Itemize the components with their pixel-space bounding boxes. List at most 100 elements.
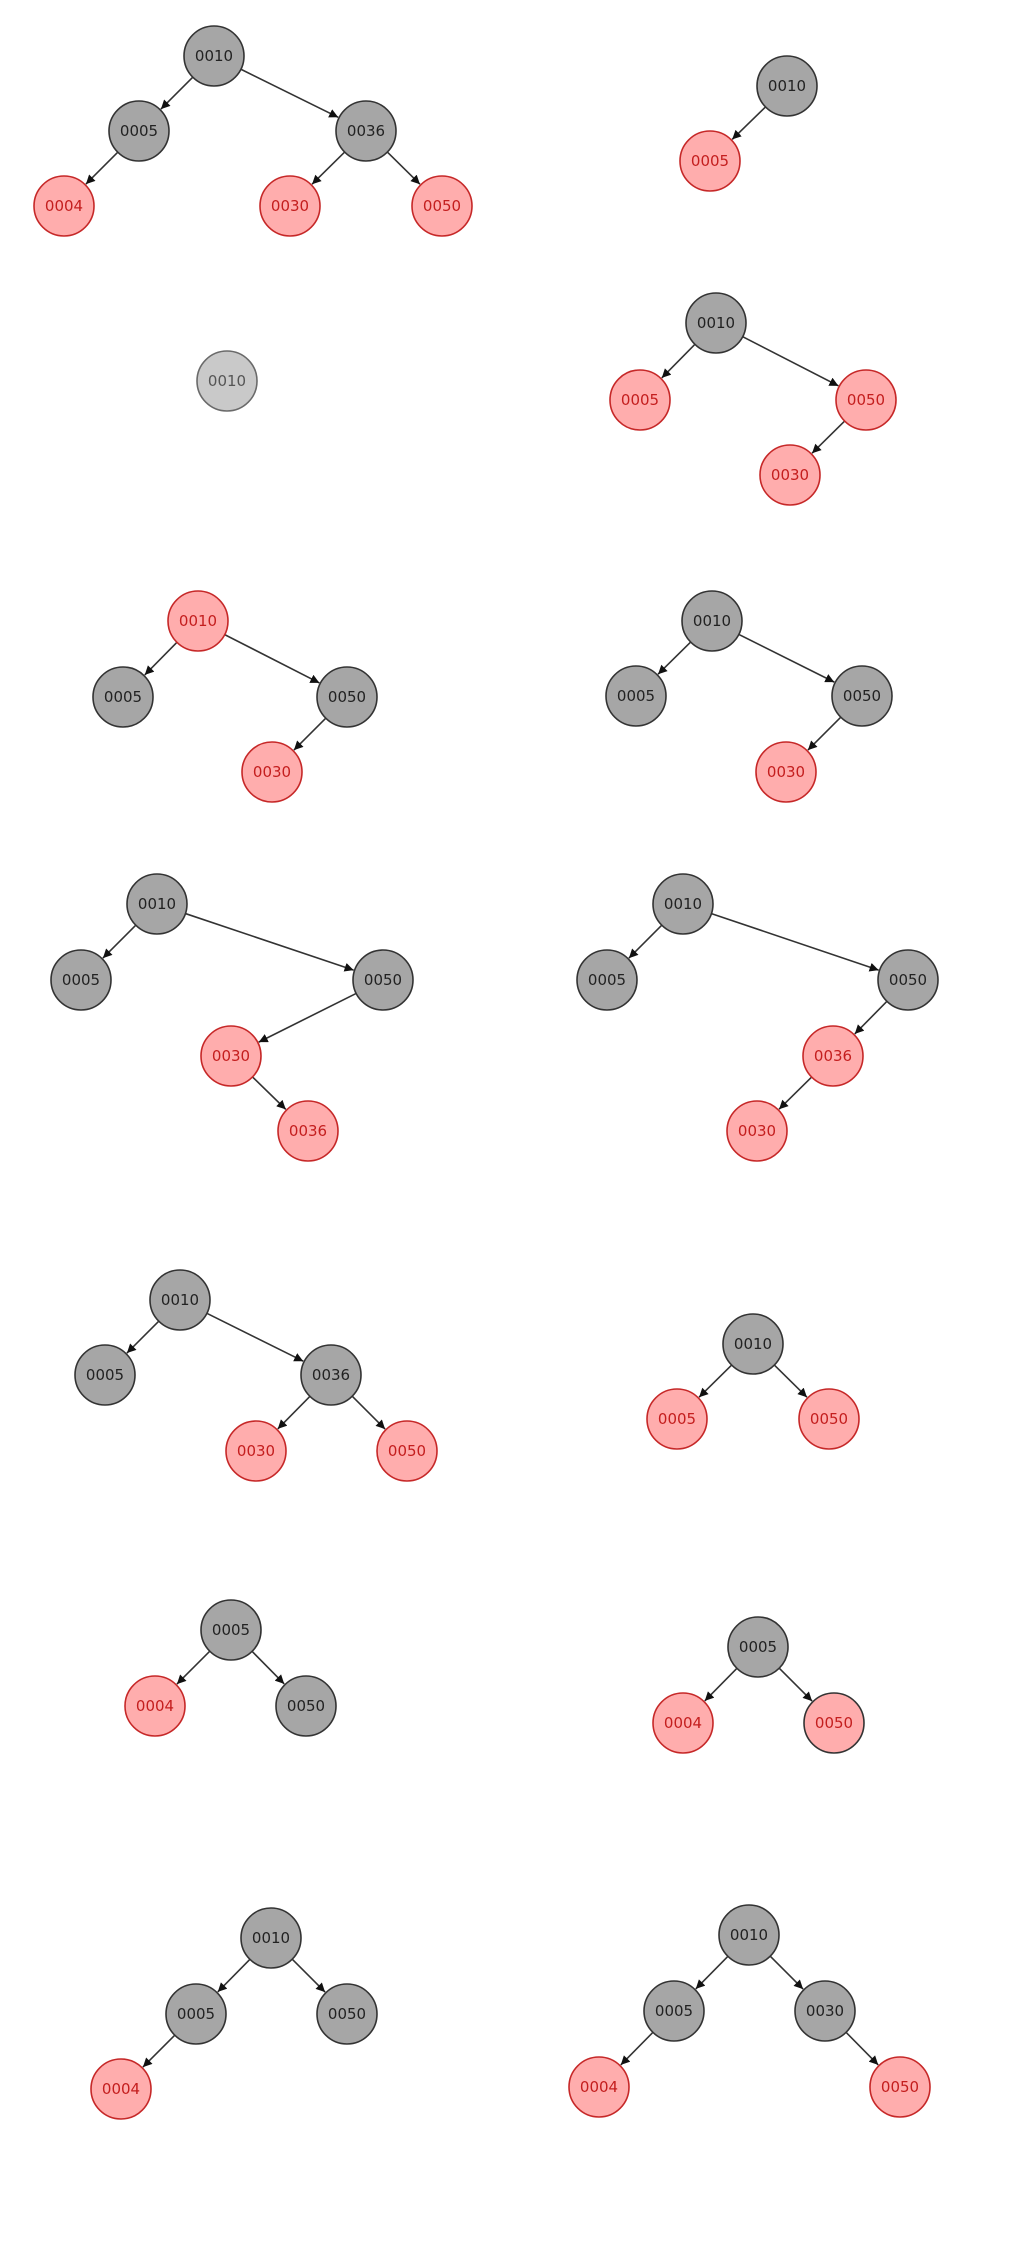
tree-node: 0010: [756, 55, 818, 117]
node-label: 0030: [806, 2002, 844, 2020]
node-circle: [167, 590, 229, 652]
tree-node: 0030: [225, 1420, 287, 1482]
tree-node: 0030: [794, 1980, 856, 2042]
node-circle: [165, 1983, 227, 2045]
tree-node: 0030: [755, 741, 817, 803]
tree-node: 0005: [92, 666, 154, 728]
tree-node: 0004: [90, 2058, 152, 2120]
tree-node: 0004: [652, 1692, 714, 1754]
tree-edge: [845, 2031, 879, 2066]
node-circle: [149, 1269, 211, 1331]
tree-edge: [142, 2034, 176, 2068]
node-circle: [200, 1025, 262, 1087]
node-label: 0010: [161, 1291, 199, 1309]
tree-edge: [386, 151, 421, 185]
node-label: 0010: [693, 612, 731, 630]
node-circle: [605, 665, 667, 727]
node-circle: [869, 2056, 931, 2118]
node-circle: [316, 666, 378, 728]
tree-edge: [126, 1320, 160, 1354]
node-label: 0005: [86, 1366, 124, 1384]
tree-edge: [628, 924, 663, 959]
tree-4: 0010 0005 0050 0030: [609, 292, 897, 506]
tree-node: 0010: [240, 1907, 302, 1969]
node-label: 0005: [177, 2005, 215, 2023]
node-label: 0030: [237, 1442, 275, 1460]
tree-node: 0010: [126, 873, 188, 935]
tree-edge: [224, 633, 320, 684]
node-label: 0010: [179, 612, 217, 630]
node-label: 0005: [621, 391, 659, 409]
node-circle: [831, 665, 893, 727]
tree-node: 0010: [183, 25, 245, 87]
node-label: 0036: [814, 1047, 852, 1065]
node-label: 0010: [195, 47, 233, 65]
tree-edge: [769, 1955, 804, 1990]
tree-9: 0010 0005 0036 0030 0050: [74, 1269, 438, 1482]
node-label: 0005: [212, 1621, 250, 1639]
tree-node: 0004: [568, 2056, 630, 2118]
tree-node: 0050: [275, 1675, 337, 1737]
tree-node: 0010: [722, 1313, 784, 1375]
tree-node: 0005: [727, 1616, 789, 1678]
node-label: 0050: [881, 2078, 919, 2096]
tree-2: 0010 0005: [679, 55, 818, 192]
tree-5: 0010 0005 0050 0030: [92, 590, 378, 803]
tree-edge: [277, 1395, 311, 1430]
node-circle: [643, 1980, 705, 2042]
tree-node: 0005: [50, 949, 112, 1011]
tree-node: 0005: [576, 949, 638, 1011]
node-label: 0030: [271, 197, 309, 215]
node-circle: [652, 873, 714, 935]
tree-edge: [85, 151, 119, 185]
tree-edge: [251, 1650, 285, 1685]
tree-edge: [160, 76, 194, 110]
tree-node: 0005: [679, 130, 741, 192]
tree-node: 0005: [646, 1388, 708, 1450]
node-circle: [225, 1420, 287, 1482]
tree-edge: [731, 106, 767, 140]
node-circle: [411, 175, 473, 237]
node-circle: [335, 100, 397, 162]
tree-edge: [711, 912, 879, 972]
tree-node: 0036: [300, 1344, 362, 1406]
node-label: 0010: [208, 372, 246, 390]
node-circle: [108, 100, 170, 162]
tree-node: 0050: [411, 175, 473, 237]
tree-edge: [811, 420, 846, 454]
tree-1: 0010 0005 0036 0004 0030 0050: [33, 25, 473, 237]
tree-11: 0005 0004 0050: [124, 1599, 337, 1737]
tree-8: 0010 0005 0050 0036 0030: [576, 873, 939, 1162]
tree-edge: [807, 716, 842, 751]
tree-node: 0050: [316, 1983, 378, 2045]
node-label: 0010: [138, 895, 176, 913]
node-label: 0036: [347, 122, 385, 140]
node-circle: [652, 1692, 714, 1754]
tree-edge: [620, 2031, 654, 2066]
tree-node: 0050: [877, 949, 939, 1011]
tree-node: 0005: [605, 665, 667, 727]
node-label: 0004: [136, 1697, 174, 1715]
node-label: 0005: [739, 1638, 777, 1656]
node-circle: [568, 2056, 630, 2118]
node-label: 0050: [423, 197, 461, 215]
tree-7: 0010 0005 0050 0030 0036: [50, 873, 414, 1162]
node-circle: [196, 350, 258, 412]
node-label: 0010: [664, 895, 702, 913]
node-label: 0036: [312, 1366, 350, 1384]
node-label: 0050: [328, 2005, 366, 2023]
node-label: 0030: [767, 763, 805, 781]
tree-node: 0030: [200, 1025, 262, 1087]
node-label: 0050: [889, 971, 927, 989]
tree-node: 0050: [869, 2056, 931, 2118]
node-label: 0050: [810, 1410, 848, 1428]
tree-edge: [240, 68, 339, 119]
node-label: 0005: [655, 2002, 693, 2020]
tree-node: 0050: [835, 369, 897, 431]
node-circle: [74, 1344, 136, 1406]
tree-node: 0050: [352, 949, 414, 1011]
node-label: 0004: [102, 2080, 140, 2098]
node-label: 0050: [364, 971, 402, 989]
node-label: 0004: [45, 197, 83, 215]
node-circle: [802, 1025, 864, 1087]
